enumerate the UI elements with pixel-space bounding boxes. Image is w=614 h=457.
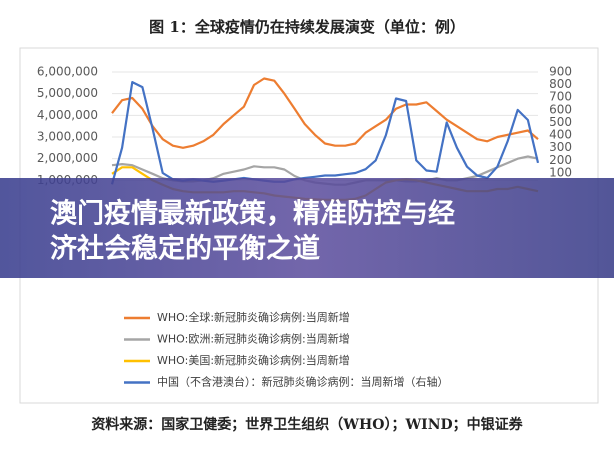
- y2-tick-label: 300: [549, 140, 572, 154]
- y2-tick-label: 900: [549, 65, 572, 79]
- y2-tick-label: 800: [549, 77, 572, 91]
- y2-tick-label: 500: [549, 115, 572, 129]
- legend-label: 中国（不含港澳台）：新冠肺炎确诊病例：当周新增（右轴）: [157, 375, 449, 389]
- y-tick-label: 4,000,000: [37, 108, 98, 122]
- chart-title: 图 1：全球疫情仍在持续发展演变（单位：例）: [149, 18, 465, 36]
- banner-text: 澳门疫情最新政策，精准防控与经: [50, 198, 455, 230]
- y-tick-label: 6,000,000: [37, 65, 98, 79]
- y-tick-label: 2,000,000: [37, 151, 98, 165]
- y2-tick-label: 100: [549, 165, 572, 179]
- series-line: [111, 77, 539, 149]
- legend-label: WHO:全球:新冠肺炎确诊病例:当周新增: [157, 310, 350, 324]
- legend-label: WHO:欧洲:新冠肺炎确诊病例:当周新增: [157, 332, 350, 346]
- y2-tick-label: 400: [549, 128, 572, 142]
- banner-band: [0, 178, 614, 278]
- source-note: 资料来源：国家卫健委；世界卫生组织（WHO）；WIND；中银证券: [91, 416, 523, 433]
- y2-tick-label: 700: [549, 90, 572, 104]
- y2-tick-label: 200: [549, 153, 572, 167]
- legend-label: WHO:美国:新冠肺炎确诊病例:当周新增: [157, 353, 350, 367]
- y2-tick-label: 600: [549, 102, 572, 116]
- banner-text: 济社会稳定的平衡之道: [50, 233, 320, 265]
- y-tick-label: 5,000,000: [37, 86, 98, 100]
- y-tick-label: 3,000,000: [37, 130, 98, 144]
